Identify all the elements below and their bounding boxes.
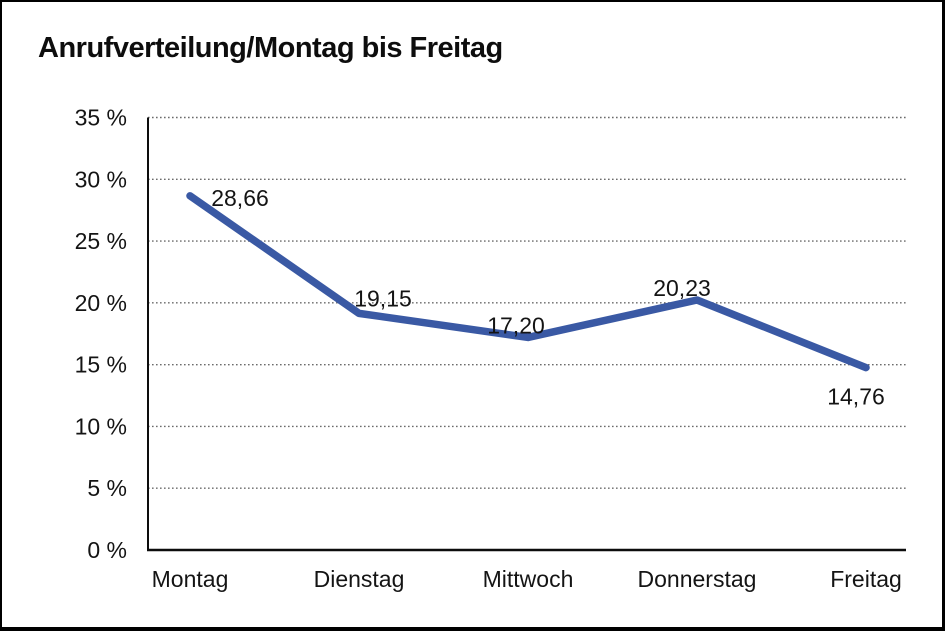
- y-tick-label: 20 %: [75, 290, 127, 316]
- x-category-label: Montag: [152, 566, 229, 592]
- data-line: [186, 192, 870, 372]
- data-label: 20,23: [653, 275, 711, 301]
- y-tick-label: 0 %: [87, 537, 127, 563]
- y-tick-label: 5 %: [87, 475, 127, 501]
- chart-title: Anrufverteilung/Montag bis Freitag: [38, 32, 503, 64]
- x-category-label: Freitag: [830, 566, 902, 592]
- data-label: 17,20: [487, 312, 545, 338]
- y-tick-label: 30 %: [75, 166, 127, 192]
- y-tick-label: 15 %: [75, 352, 127, 378]
- y-tick-label: 35 %: [75, 105, 127, 131]
- x-category-label: Mittwoch: [483, 566, 574, 592]
- x-category-label: Donnerstag: [638, 566, 757, 592]
- data-label: 28,66: [211, 185, 269, 211]
- y-tick-label: 25 %: [75, 228, 127, 254]
- x-category-label: Dienstag: [314, 566, 405, 592]
- data-label: 19,15: [354, 285, 412, 311]
- y-tick-label: 10 %: [75, 413, 127, 439]
- data-label: 14,76: [827, 384, 885, 410]
